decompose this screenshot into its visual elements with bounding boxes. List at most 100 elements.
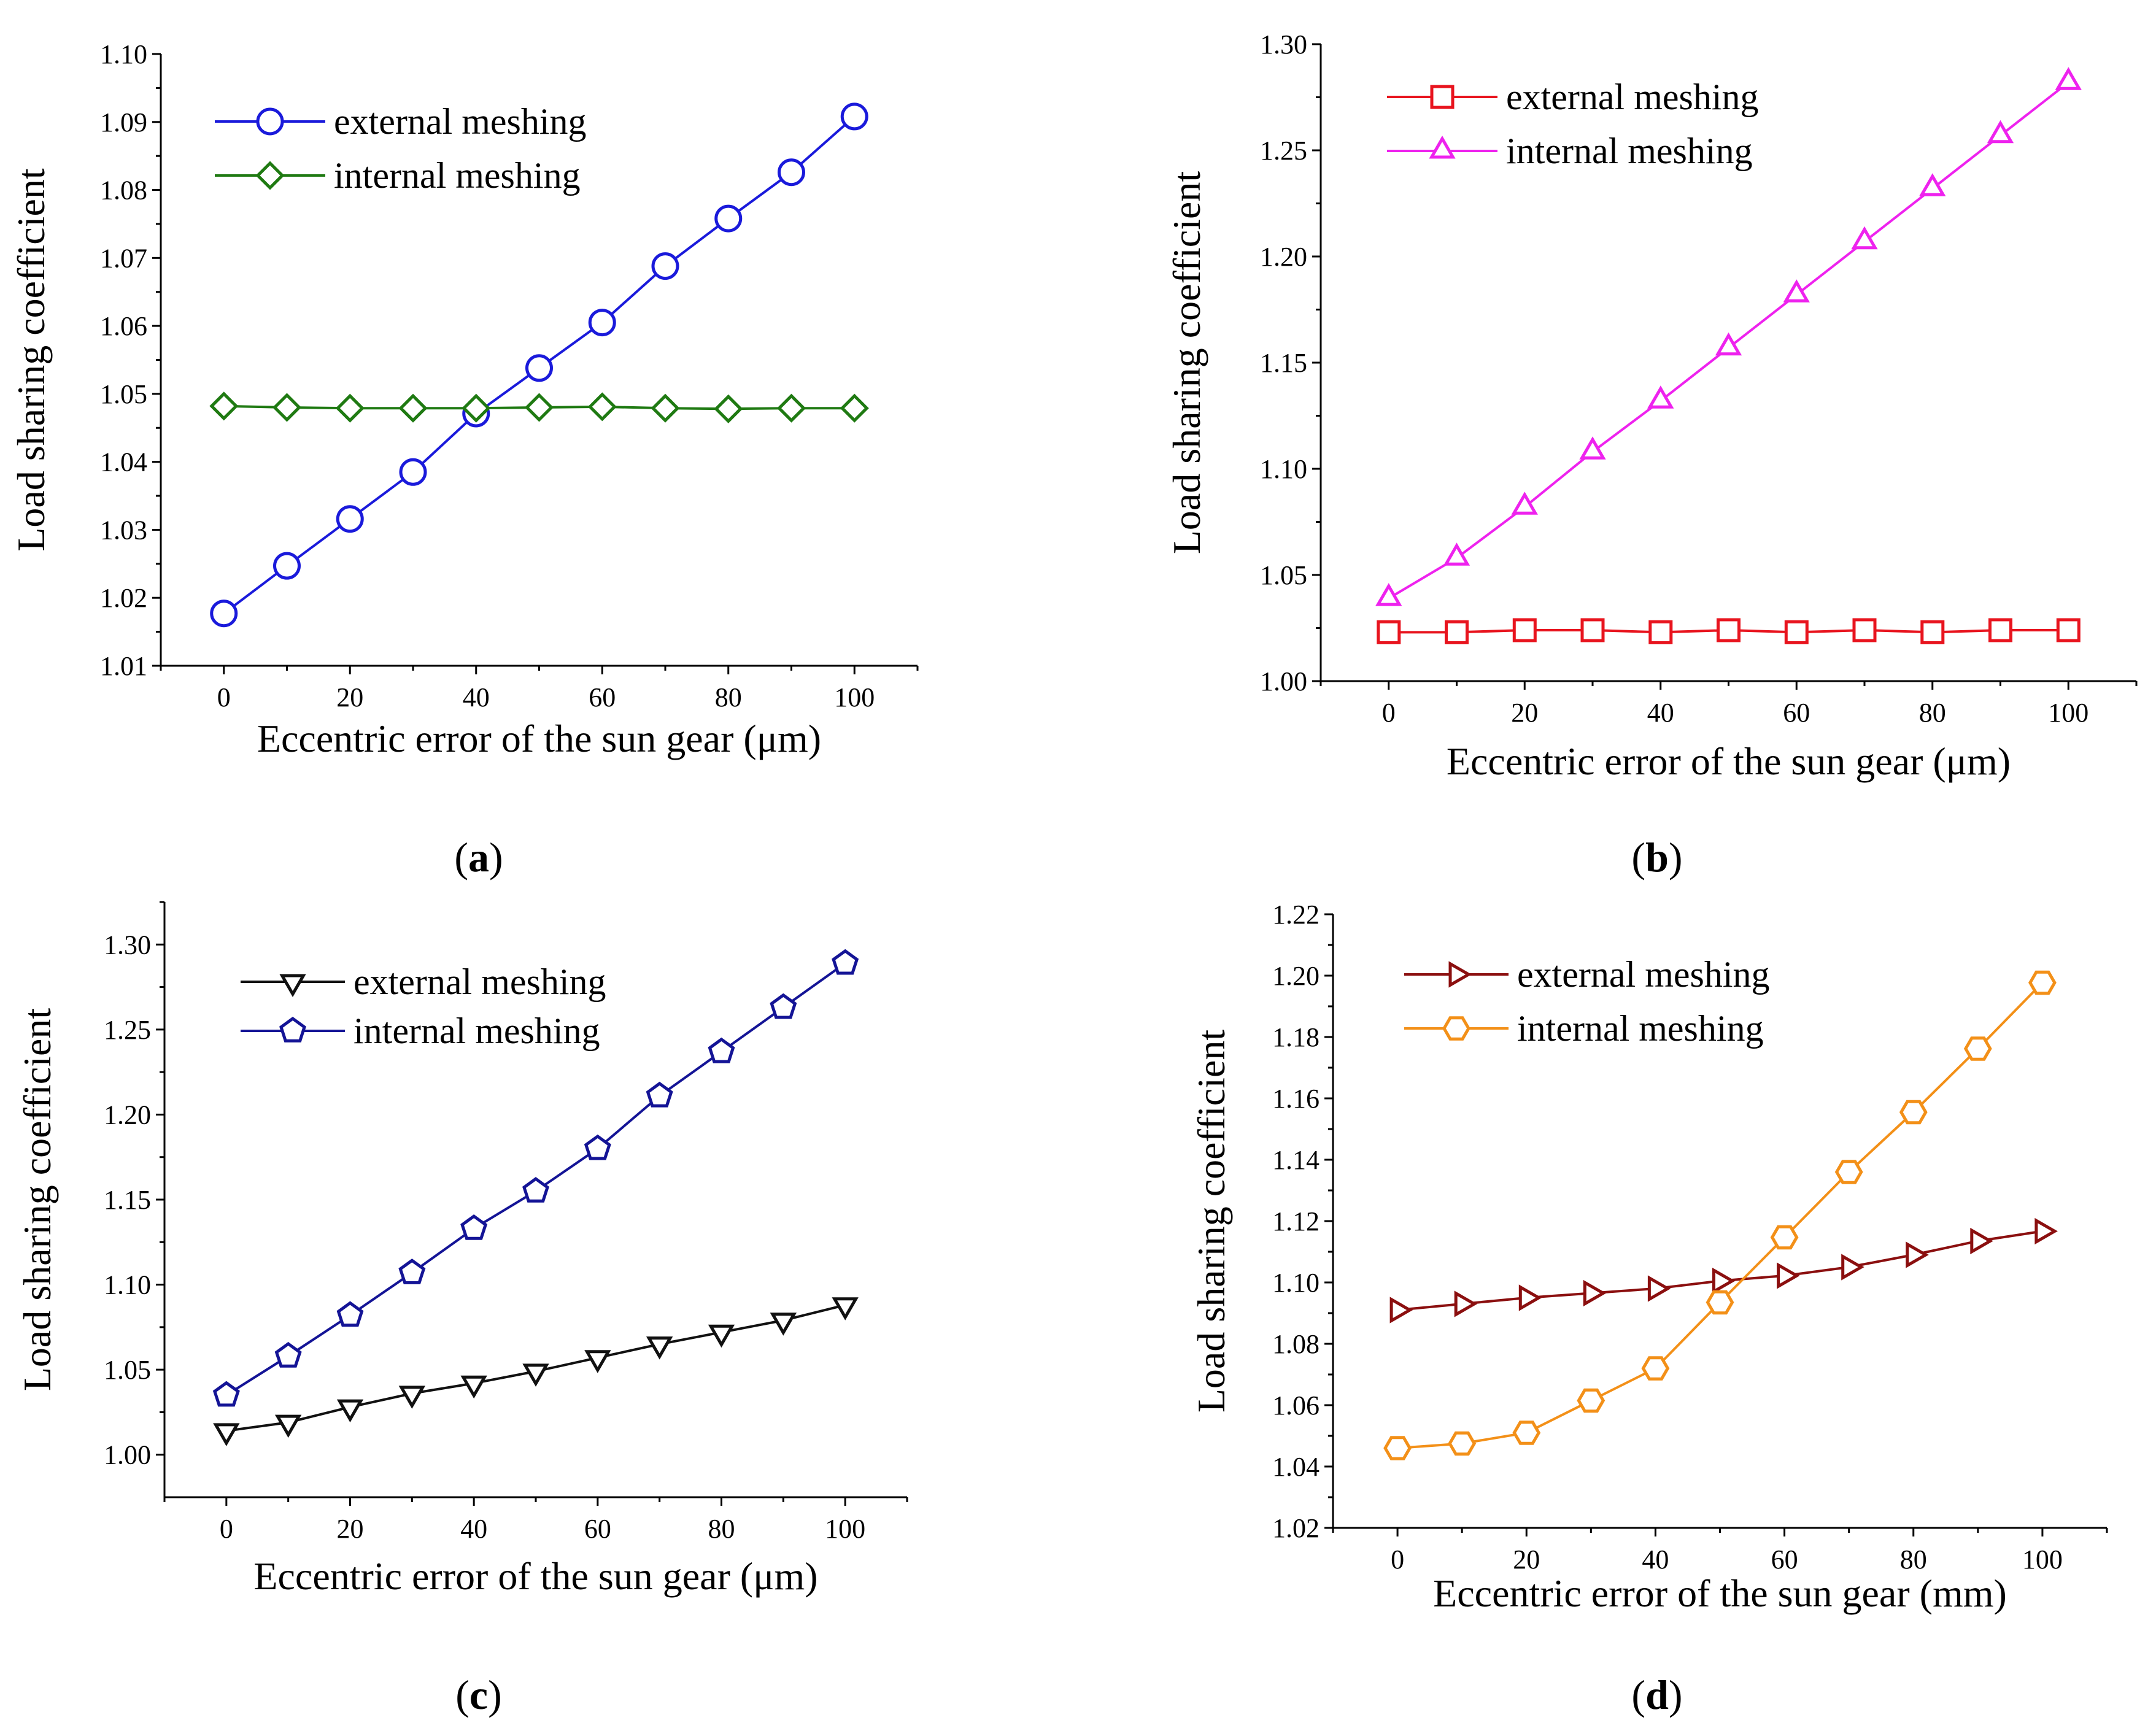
y-tick-label: 1.00	[1260, 666, 1307, 696]
x-tick-label: 80	[1900, 1544, 1927, 1575]
legend-label: internal meshing	[354, 1011, 600, 1051]
y-tick-label: 1.07	[100, 243, 147, 273]
data-point	[840, 393, 869, 423]
y-tick-label: 1.02	[100, 583, 147, 613]
y-axis-label: Load sharing coefficient	[1189, 1030, 1233, 1413]
legend-label: internal meshing	[1506, 131, 1753, 171]
data-point	[1445, 620, 1469, 644]
data-point	[1648, 620, 1673, 644]
x-axis-label: Eccentric error of the sun gear (μm)	[257, 717, 821, 760]
data-point	[832, 1297, 859, 1320]
legend-marker	[1448, 961, 1472, 988]
chart-panel-b: 1.00 1.05 1.10 1.15 1.20 1.25 1.30 0 20 40 60 80 100…	[1165, 29, 2138, 881]
y-axis-label: Load sharing coefficient	[1165, 171, 1208, 555]
data-point	[522, 1177, 549, 1203]
data-point	[1906, 1241, 1929, 1268]
data-point	[714, 394, 743, 423]
y-tick-label: 1.04	[100, 447, 147, 477]
x-tick-label: 0	[220, 1514, 233, 1544]
data-point	[1770, 1225, 1799, 1250]
panel-caption: (d)	[1631, 1671, 1682, 1718]
y-tick-label: 1.15	[1260, 348, 1307, 378]
y-tick-label: 1.10	[104, 1270, 151, 1300]
data-point	[460, 1214, 488, 1240]
data-point	[212, 1381, 240, 1407]
data-point	[1712, 1267, 1736, 1295]
data-point	[1377, 620, 1401, 644]
data-point	[462, 393, 491, 423]
y-tick-label: 1.06	[100, 311, 147, 341]
data-point	[273, 552, 301, 580]
series-external-meshing	[213, 1297, 859, 1446]
panel-caption: (b)	[1631, 834, 1682, 881]
data-point	[646, 1081, 673, 1108]
series-internal-meshing	[209, 391, 869, 423]
x-tick-label: 20	[337, 1514, 364, 1544]
y-tick-label: 1.10	[1260, 454, 1307, 484]
data-point	[1577, 1388, 1605, 1413]
series-internal-meshing	[1375, 67, 2082, 606]
x-tick-label: 0	[1391, 1544, 1404, 1575]
data-point	[2028, 970, 2057, 995]
data-point	[1579, 436, 1606, 460]
x-axis-label: Eccentric error of the sun gear (mm)	[1433, 1571, 2007, 1615]
y-tick-label: 1.04	[1272, 1452, 1319, 1482]
y-tick-label: 1.22	[1272, 900, 1319, 930]
legend-marker	[256, 107, 284, 136]
y-axis-label: Load sharing coefficient	[15, 1008, 59, 1392]
y-tick-label: 1.20	[1272, 961, 1319, 991]
legend-entry: internal meshing	[1404, 1008, 1764, 1049]
data-point	[210, 599, 238, 628]
legend-entry: internal meshing	[1387, 131, 1753, 171]
data-point	[584, 1134, 611, 1160]
data-point	[840, 102, 868, 131]
x-tick-label: 80	[715, 682, 742, 712]
y-tick-label: 1.30	[104, 930, 151, 960]
y-tick-label: 1.30	[1260, 29, 1307, 60]
data-point	[1717, 618, 1741, 642]
data-point	[1454, 1290, 1478, 1317]
series-external-meshing	[210, 102, 868, 628]
data-point	[213, 1423, 240, 1446]
data-point	[2055, 67, 2082, 90]
legend-label: external meshing	[354, 962, 606, 1002]
data-point	[1920, 620, 1945, 644]
legend-marker	[1442, 1016, 1470, 1041]
data-point	[1580, 618, 1605, 642]
y-tick-label: 1.06	[1272, 1390, 1319, 1421]
x-tick-label: 60	[1783, 698, 1810, 728]
y-tick-label: 1.10	[100, 39, 147, 69]
data-point	[1375, 583, 1402, 606]
data-point	[776, 393, 806, 423]
data-point	[274, 1341, 302, 1368]
data-point	[708, 1037, 735, 1063]
x-tick-label: 40	[1647, 698, 1674, 728]
series-external-meshing	[1389, 1217, 2058, 1324]
x-tick-label: 60	[1771, 1544, 1798, 1575]
x-tick-label: 100	[2048, 698, 2088, 728]
y-tick-label: 1.16	[1272, 1084, 1319, 1114]
chart-panel-d: 1.02 1.04 1.06 1.08 1.10 1.12 1.14 1.16 1.18 1.20…	[1189, 900, 2108, 1718]
x-tick-label: 0	[1382, 698, 1396, 728]
data-point	[832, 949, 859, 975]
y-tick-label: 1.09	[100, 107, 147, 137]
x-tick-label: 60	[589, 682, 616, 712]
data-point	[1963, 1036, 1992, 1061]
data-point	[1852, 618, 1877, 642]
x-tick-label: 60	[584, 1514, 611, 1544]
x-axis-label: Eccentric error of the sun gear (μm)	[1447, 739, 2011, 783]
data-point	[398, 1259, 426, 1284]
panel-caption: (c)	[455, 1671, 502, 1718]
y-tick-label: 1.18	[1272, 1022, 1319, 1052]
chart-panel-a: 1.01 1.02 1.03 1.04 1.05 1.06 1.07 1.08 1.09 1.10…	[9, 39, 919, 881]
x-tick-label: 80	[1919, 698, 1946, 728]
data-point	[1443, 542, 1470, 566]
x-tick-label: 80	[708, 1514, 735, 1544]
x-tick-label: 100	[2022, 1544, 2063, 1575]
y-tick-label: 1.03	[100, 515, 147, 545]
x-tick-label: 40	[460, 1514, 487, 1544]
x-tick-label: 100	[825, 1514, 865, 1544]
legend-marker	[279, 1016, 306, 1043]
data-point	[1834, 1160, 1863, 1184]
